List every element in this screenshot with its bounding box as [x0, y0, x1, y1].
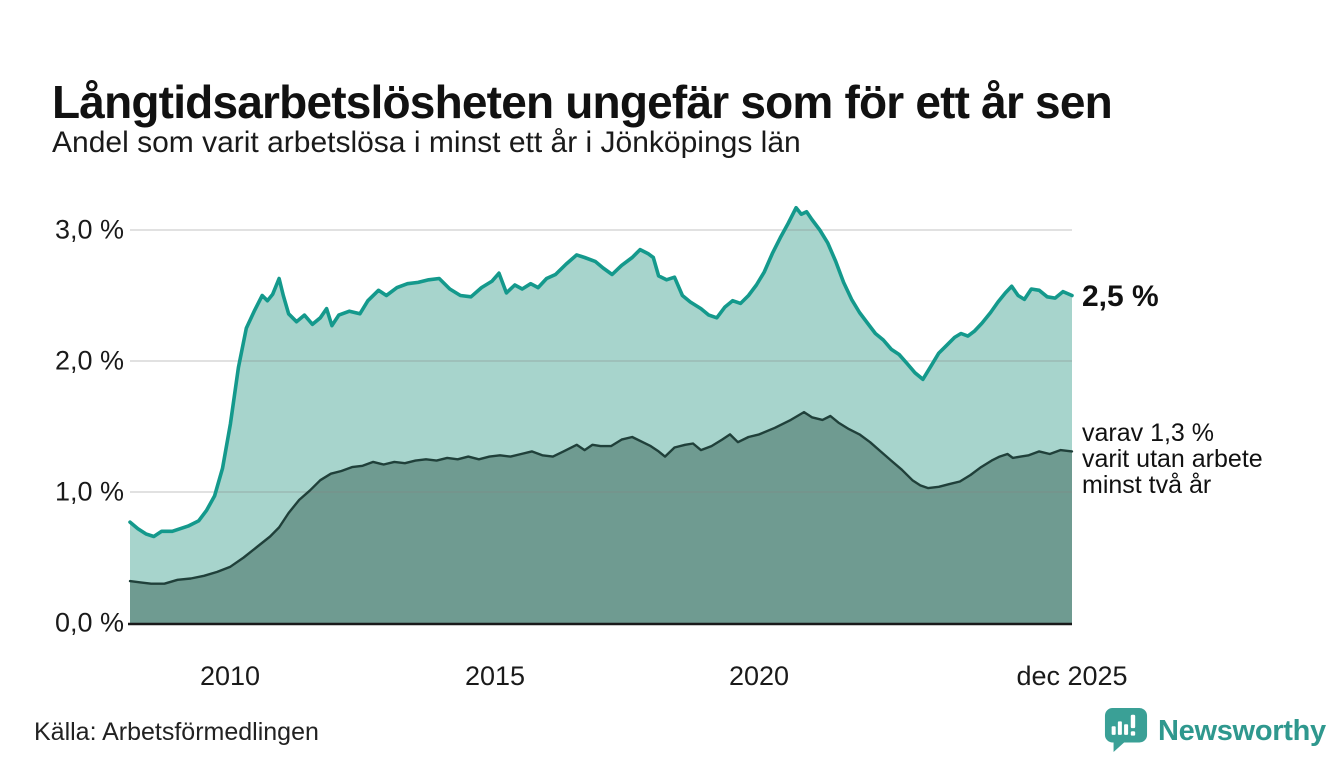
x-axis-tick-label: 2015 [464, 661, 526, 691]
newsworthy-logo: Newsworthy [1104, 706, 1326, 756]
source-note: Källa: Arbetsförmedlingen [34, 718, 319, 746]
x-axis-tick-label: 2020 [728, 661, 790, 691]
newsworthy-wordmark: Newsworthy [1158, 714, 1326, 747]
page-title: Långtidsarbetslösheten ungefär som för e… [52, 75, 1113, 128]
y-axis-tick-label: 3,0 % [54, 214, 124, 245]
series-end-value-label: 2,5 % [1082, 280, 1159, 313]
newsworthy-logo-icon [1104, 706, 1148, 756]
y-axis-tick-label: 2,0 % [54, 345, 124, 376]
x-axis-tick-label: 2010 [199, 661, 261, 691]
x-axis-tick-label: dec 2025 [1016, 661, 1128, 691]
y-axis-tick-label: 0,0 % [54, 607, 124, 638]
y-axis-tick-label: 1,0 % [54, 476, 124, 507]
page-subtitle: Andel som varit arbetslösa i minst ett å… [52, 126, 801, 159]
series-secondary-annotation: varav 1,3 % varit utan arbete minst två … [1082, 419, 1263, 499]
